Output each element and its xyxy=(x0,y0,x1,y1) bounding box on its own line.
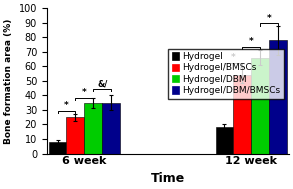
Text: *: * xyxy=(267,14,272,23)
Bar xyxy=(269,40,287,153)
Bar xyxy=(216,127,234,153)
Bar xyxy=(102,103,120,153)
Bar xyxy=(234,75,251,153)
Text: *: * xyxy=(82,88,87,97)
Bar xyxy=(251,58,269,153)
Text: &/: &/ xyxy=(97,79,107,88)
Text: *: * xyxy=(249,37,254,46)
Text: *: * xyxy=(231,53,236,62)
X-axis label: Time: Time xyxy=(151,172,185,185)
Y-axis label: Bone formation area (%): Bone formation area (%) xyxy=(4,18,13,143)
Bar xyxy=(67,117,84,153)
Bar xyxy=(84,103,102,153)
Legend: Hydrogel, Hydrogel/BMSCs, Hydrogel/DBM, Hydrogel/DBM/BMSCs: Hydrogel, Hydrogel/BMSCs, Hydrogel/DBM, … xyxy=(168,49,284,98)
Bar xyxy=(49,142,67,153)
Text: *: * xyxy=(64,101,69,110)
